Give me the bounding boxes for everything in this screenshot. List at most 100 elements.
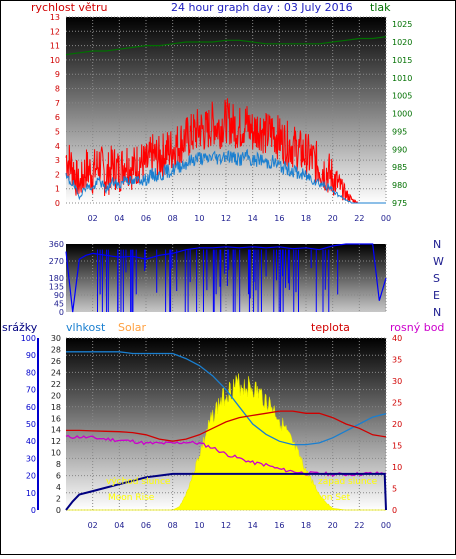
compass-label: N <box>433 238 441 251</box>
humidity-tick-label: 22 <box>51 380 61 389</box>
x-tick-label: 20 <box>328 521 338 530</box>
temperature-tick-label: 10 <box>392 463 402 472</box>
rain-ticks: 0 10 20 30 40 50 60 70 80 90 100 <box>21 334 39 515</box>
pressure-tick-label: 1000 <box>392 110 412 119</box>
temperature-tick-label: 15 <box>392 442 402 451</box>
temperature-tick-label: 35 <box>392 356 402 365</box>
humidity-tick-label: 24 <box>51 368 61 377</box>
rain-line <box>65 472 387 511</box>
humidity-tick-label: 28 <box>51 345 61 354</box>
wind-speed-tick-label: 13 <box>50 13 60 22</box>
rain-tick-label: 30 <box>26 454 36 463</box>
x-tick-label: 02 <box>88 214 98 223</box>
temperature-tick-label: 25 <box>392 399 402 408</box>
pressure-tick-label: 995 <box>392 127 407 136</box>
x-tick-label: 20 <box>328 214 338 223</box>
x-tick-label: 14 <box>248 214 258 223</box>
humidity-tick-label: 2 <box>56 495 61 504</box>
pressure-tick-label: 985 <box>392 163 407 172</box>
temperature-axis-label: teplota <box>311 321 350 334</box>
humidity-tick-label: 16 <box>51 414 61 423</box>
x-tick-label: 10 <box>194 214 204 223</box>
pressure-tick-label: 1020 <box>392 38 412 47</box>
humidity-tick-label: 4 <box>56 483 61 492</box>
compass-label: S <box>433 272 440 285</box>
temperature-tick-label: 20 <box>392 420 402 429</box>
solar-axis-label: Solar <box>118 321 147 334</box>
x-tick-label: 00 <box>381 521 391 530</box>
direction-tick-label: 180 <box>49 274 64 283</box>
temperature-line <box>66 410 387 442</box>
pressure-axis-label: tlak <box>370 1 391 14</box>
sunset-label: západ slunce <box>318 477 378 487</box>
direction-tick-label: 45 <box>54 300 64 309</box>
direction-tick-label: 90 <box>54 291 64 300</box>
humidity-tick-label: 10 <box>51 449 61 458</box>
direction-tick-label: 0 <box>59 308 64 317</box>
wind-speed-tick-label: 12 <box>50 27 60 36</box>
x-tick-label: 08 <box>168 214 178 223</box>
humidity-line <box>66 351 387 446</box>
rain-tick-label: 100 <box>21 334 36 343</box>
wind-average-line <box>65 148 386 204</box>
x-tick-label: 04 <box>114 521 124 530</box>
wind-speed-tick-label: 1 <box>55 185 60 194</box>
x-tick-label: 18 <box>301 214 311 223</box>
humidity-tick-label: 12 <box>51 437 61 446</box>
wind-direction-line <box>65 243 387 313</box>
x-tick-label: 22 <box>354 214 364 223</box>
direction-plot-series <box>65 243 387 313</box>
rain-axis-label: srážky <box>2 321 38 334</box>
temperature-ticks: 0 5 10 15 20 25 30 35 40 <box>392 334 402 515</box>
moonrise-label: Moon Rise <box>108 493 155 503</box>
rain-tick-label: 50 <box>26 420 36 429</box>
x-tick-label: 16 <box>274 521 284 530</box>
pressure-tick-label: 1015 <box>392 56 412 65</box>
direction-tick-label: 360 <box>49 240 64 249</box>
humidity-tick-label: 8 <box>56 460 61 469</box>
rain-tick-label: 0 <box>31 506 36 515</box>
temperature-tick-label: 0 <box>392 506 397 515</box>
weather-time-ticks: 02 04 06 08 10 12 14 16 18 20 22 00 <box>88 521 392 530</box>
wind-speed-tick-label: 10 <box>50 56 60 65</box>
humidity-tick-label: 0 <box>56 506 61 515</box>
x-tick-label: 04 <box>114 214 124 223</box>
wind-plot-series <box>65 36 387 204</box>
direction-tick-label: 135 <box>49 283 64 292</box>
humidity-tick-label: 26 <box>51 357 61 366</box>
pressure-line <box>65 36 387 56</box>
humidity-tick-label: 14 <box>51 426 61 435</box>
moonset-label: Moon Set <box>308 493 351 503</box>
astro-labels: východ slunce Moon Rise západ slunce Moo… <box>106 477 378 503</box>
rain-tick-label: 70 <box>26 386 36 395</box>
solar-area <box>66 373 386 511</box>
rain-tick-label: 40 <box>26 437 36 446</box>
temperature-tick-label: 5 <box>392 485 397 494</box>
pressure-tick-label: 1025 <box>392 20 412 29</box>
wind-speed-tick-label: 0 <box>55 199 60 208</box>
rain-tick-label: 60 <box>26 403 36 412</box>
rain-tick-label: 10 <box>26 489 36 498</box>
sunrise-label: východ slunce <box>106 477 171 487</box>
x-tick-label: 18 <box>301 521 311 530</box>
x-tick-label: 06 <box>141 521 151 530</box>
wind-speed-tick-label: 4 <box>55 142 60 151</box>
pressure-ticks: 975 980 985 990 995 1000 1005 1010 1015 1020 1025 <box>392 20 412 208</box>
compass-label: W <box>433 255 444 268</box>
pressure-tick-label: 975 <box>392 199 407 208</box>
wind-speed-tick-label: 6 <box>55 113 60 122</box>
pressure-tick-label: 990 <box>392 145 407 154</box>
rain-tick-label: 90 <box>26 351 36 360</box>
direction-tick-label: 270 <box>49 257 64 266</box>
wind-speed-tick-label: 5 <box>55 127 60 136</box>
humidity-tick-label: 20 <box>51 391 61 400</box>
x-tick-label: 10 <box>194 521 204 530</box>
wind-speed-tick-label: 3 <box>55 156 60 165</box>
compass-label: N <box>433 306 441 319</box>
temperature-tick-label: 30 <box>392 377 402 386</box>
